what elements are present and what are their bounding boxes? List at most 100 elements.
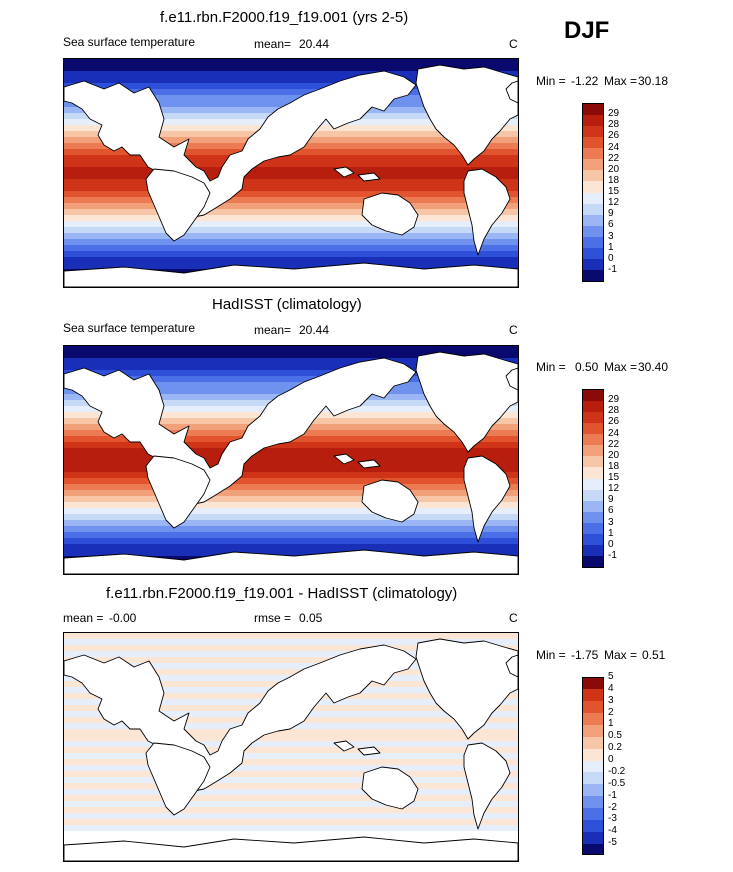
map0-landmass-8: [357, 172, 381, 182]
panel2-mean-label: mean=: [254, 323, 292, 337]
map2-band: [64, 741, 518, 748]
map1-band: [64, 508, 518, 515]
panel3-map: [63, 632, 519, 862]
panel1-colorbar-swatch: [582, 158, 604, 171]
panel3-colorbar-swatch: [582, 724, 604, 737]
map1-band: [64, 502, 518, 509]
panel1-colorbar-swatch: [582, 236, 604, 249]
panel2-colorbar-tick-label: 1: [608, 527, 614, 539]
panel1-colorbar-tick-label: 0: [608, 252, 614, 264]
map0-band: [64, 221, 518, 228]
panel1-colorbar-swatch: [582, 147, 604, 160]
panel2-variable: Sea surface temperature: [63, 321, 196, 335]
panel3-colorbar-tick-label: 5: [608, 671, 614, 682]
panel2-colorbar-swatch: [582, 422, 604, 434]
panel1-colorbar-swatch: [582, 114, 604, 126]
map2-band: [64, 669, 518, 676]
map0-landmass-7: [333, 166, 355, 178]
map1-landmass-3: [361, 479, 419, 523]
map1-band: [64, 478, 518, 485]
panel2-colorbar-swatch: [582, 555, 604, 568]
panel3-mean-value: -0.00: [109, 611, 137, 625]
panel2-colorbar-swatch: [582, 400, 604, 412]
panel2-colorbar-tick-label: 3: [608, 516, 614, 528]
map1-band: [64, 364, 518, 371]
panel1-colorbar-tick-label: 24: [608, 141, 620, 153]
map0-band: [64, 95, 518, 102]
panel3-colorbar-swatch: [582, 843, 604, 856]
panel1-min-value: -1.22: [571, 74, 599, 88]
panel2-title: HadISST (climatology): [212, 296, 362, 313]
panel2-map: [63, 345, 519, 575]
panel1-colorbar-tick-label: 9: [608, 208, 614, 220]
panel3-colorbar-tick-label: 3: [608, 694, 614, 706]
panel1-mean-label: mean=: [254, 37, 292, 51]
map0-band: [64, 167, 518, 174]
panel3-colorbar-tick-label: 1: [608, 718, 614, 730]
panel2-map-svg: [64, 346, 518, 574]
panel3-map-svg: [64, 633, 518, 861]
map0-band: [64, 59, 518, 66]
map1-landmass-7: [333, 453, 355, 465]
map0-band: [64, 251, 518, 258]
panel2-colorbar-swatch: [582, 411, 604, 423]
panel2-max-label: Max =: [604, 360, 638, 374]
map1-band: [64, 532, 518, 539]
panel2-min-label: Min =: [536, 360, 566, 374]
panel2-colorbar-swatch: [582, 444, 604, 457]
panel3-min-label: Min =: [536, 648, 566, 662]
map1-band: [64, 514, 518, 521]
panel3-colorbar-tick-label: -2: [608, 801, 617, 813]
panel3-colorbar-tick-label: -5: [608, 837, 617, 849]
panel1-colorbar-swatch: [582, 269, 604, 282]
map1-band: [64, 544, 518, 551]
panel1-colorbar-swatch: [582, 247, 604, 260]
map2-band: [64, 783, 518, 790]
panel1-colorbar-swatch: [582, 203, 604, 215]
map2-band: [64, 837, 518, 844]
map0-band: [64, 173, 518, 180]
map2-band: [64, 633, 518, 640]
map1-landmass-0: [64, 549, 518, 574]
panel3-colorbar-tick-label: -0.5: [608, 777, 626, 789]
map2-band: [64, 819, 518, 826]
panel1-colorbar-tick-label: 6: [608, 219, 614, 231]
panel1-variable: Sea surface temperature: [63, 35, 196, 49]
map1-band: [64, 346, 518, 353]
map2-landmass-4: [415, 638, 518, 740]
panel1-colorbar-swatch: [582, 214, 604, 226]
map1-band: [64, 490, 518, 497]
panel2-colorbar-swatch: [582, 466, 604, 479]
panel1-colorbar-tick-label: 12: [608, 197, 620, 209]
map2-band: [64, 801, 518, 808]
panel3-colorbar-swatch: [582, 677, 604, 690]
panel3-colorbar-swatch: [582, 771, 604, 785]
panel1-units: C: [509, 37, 518, 51]
map1-band: [64, 370, 518, 377]
panel3-colorbar-swatch: [582, 795, 604, 809]
map2-band: [64, 831, 518, 838]
panel3-colorbar-tick-label: 0.5: [608, 730, 622, 742]
map1-band: [64, 460, 518, 467]
panel2-colorbar-swatch: [582, 544, 604, 557]
map0-band: [64, 65, 518, 72]
map1-land: [64, 351, 518, 574]
panel2-colorbar-tick-label: 28: [608, 405, 620, 417]
panel3-colorbar-tick-label: 4: [608, 682, 614, 694]
panel2-colorbar-swatch: [582, 433, 604, 446]
map2-landmass-0: [64, 836, 518, 861]
map2-landmass-7: [333, 740, 355, 752]
panel1-title: f.e11.rbn.F2000.f19_f19.001 (yrs 2-5): [160, 9, 409, 26]
map1-band: [64, 454, 518, 461]
map1-band: [64, 448, 518, 455]
map2-landmass-3: [361, 766, 419, 810]
panel2-colorbar-swatch: [582, 522, 604, 535]
panel1-colorbar-tick-label: -1: [608, 263, 617, 275]
panel2-colorbar-swatch: [582, 389, 604, 401]
map2-band: [64, 771, 518, 778]
panel1-mean-value: 20.44: [299, 37, 330, 51]
map2-landmass-8: [357, 746, 381, 756]
map2-band: [64, 807, 518, 814]
map2-band: [64, 735, 518, 742]
panel2-colorbar: -1 0 1 3 6 9 12 15 18 20 22 24 26 28 29: [582, 389, 642, 569]
